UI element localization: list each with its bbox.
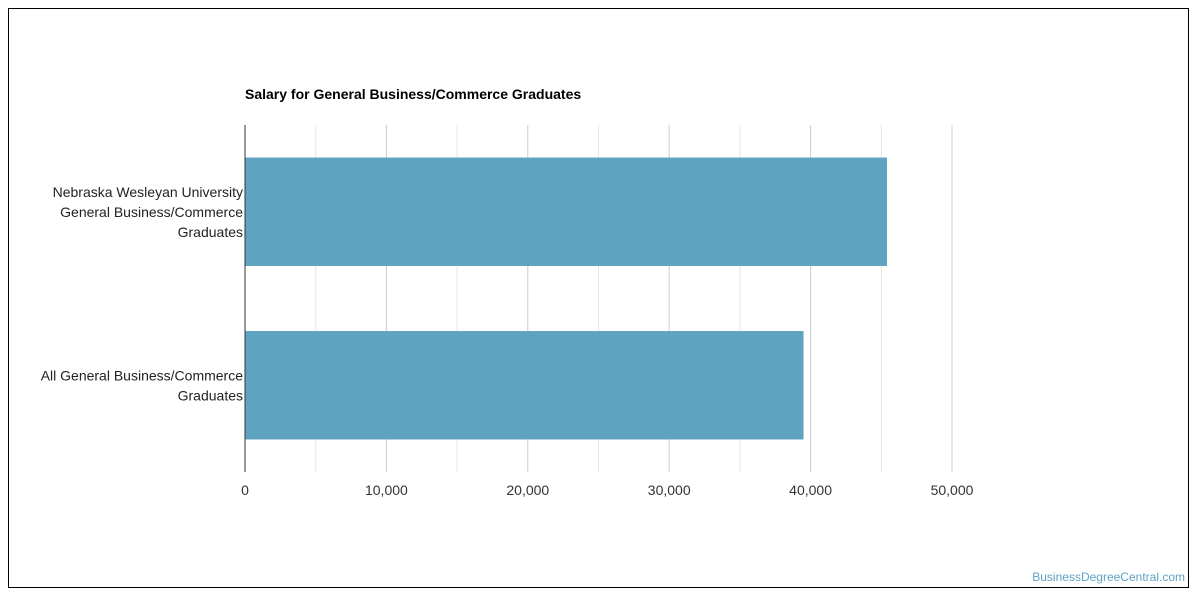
bar-1	[245, 331, 804, 440]
chart-title: Salary for General Business/Commerce Gra…	[245, 86, 581, 102]
x-tick-labels: 0 10,000 20,000 30,000 40,000 50,000	[241, 482, 974, 498]
chart-frame	[8, 8, 1189, 588]
x-tick-label: 30,000	[648, 482, 691, 498]
x-tick-label: 50,000	[931, 482, 974, 498]
x-tick-label: 0	[241, 482, 249, 498]
x-tick-label: 20,000	[506, 482, 549, 498]
bars	[245, 157, 887, 440]
bar-0	[245, 157, 887, 266]
x-tick-label: 10,000	[365, 482, 408, 498]
category-labels: Nebraska Wesleyan University General Busi…	[41, 184, 244, 404]
category-label-0: Nebraska Wesleyan University General Busi…	[53, 184, 244, 240]
watermark: BusinessDegreeCentral.com	[1032, 570, 1185, 584]
x-tick-label: 40,000	[789, 482, 832, 498]
category-label-1: All General Business/Commerce Graduates	[41, 367, 244, 403]
